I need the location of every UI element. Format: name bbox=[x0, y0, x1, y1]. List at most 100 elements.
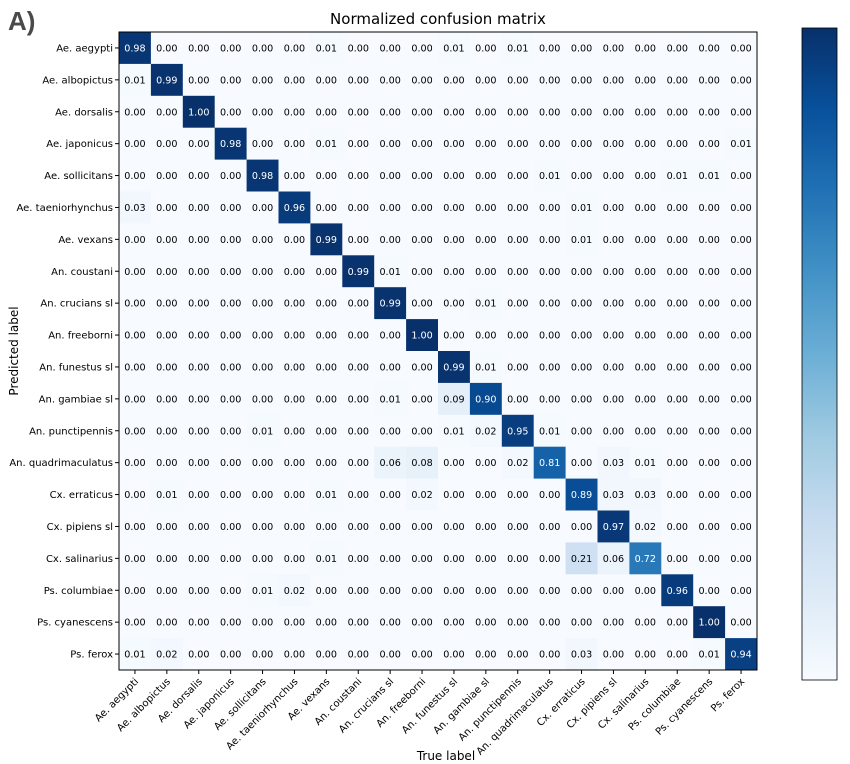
heatmap-cell bbox=[278, 382, 311, 416]
heatmap-cell bbox=[214, 255, 247, 288]
heatmap-cell bbox=[182, 95, 216, 129]
cell-value-label: 0.00 bbox=[284, 522, 305, 533]
heatmap-cell bbox=[533, 351, 566, 384]
cell-value-label: 0.00 bbox=[475, 650, 496, 661]
heatmap-cell bbox=[693, 606, 726, 639]
heatmap-cell bbox=[501, 223, 535, 256]
cell-value-label: 0.03 bbox=[124, 203, 145, 214]
cell-value-label: 0.00 bbox=[252, 554, 273, 565]
heatmap-cell bbox=[469, 351, 503, 384]
cell-value-label: 0.00 bbox=[730, 43, 751, 54]
heatmap-cell bbox=[533, 542, 566, 575]
cell-value-label: 0.00 bbox=[443, 299, 464, 310]
heatmap-cell bbox=[342, 414, 375, 448]
heatmap-cell bbox=[246, 319, 279, 352]
heatmap-cell bbox=[661, 542, 694, 575]
heatmap-cell bbox=[565, 478, 598, 511]
heatmap-cell bbox=[246, 542, 279, 575]
heatmap-cell bbox=[501, 414, 535, 448]
heatmap-cell bbox=[438, 63, 471, 97]
heatmap-cell bbox=[342, 63, 375, 97]
heatmap-cell bbox=[469, 382, 503, 416]
cell-value-label: 0.00 bbox=[730, 107, 751, 118]
cell-value-label: 0.00 bbox=[220, 426, 241, 437]
cell-value-label: 0.00 bbox=[220, 490, 241, 501]
heatmap-cell bbox=[310, 606, 343, 639]
heatmap-cell bbox=[661, 159, 694, 192]
cell-value-label: 0.00 bbox=[443, 107, 464, 118]
cell-value-label: 0.00 bbox=[316, 426, 337, 437]
heatmap-cell bbox=[469, 223, 503, 256]
cell-value-label: 0.00 bbox=[698, 107, 719, 118]
heatmap-cell bbox=[629, 287, 662, 320]
heatmap-cell bbox=[597, 510, 630, 543]
heatmap-cell bbox=[182, 638, 216, 671]
cell-value-label: 0.00 bbox=[220, 394, 241, 405]
cell-value-label: 0.00 bbox=[348, 235, 369, 246]
cell-value-label: 0.00 bbox=[443, 267, 464, 278]
heatmap-cell bbox=[501, 478, 535, 511]
heatmap-cell bbox=[693, 159, 726, 192]
cell-value-label: 0.00 bbox=[379, 490, 400, 501]
heatmap-cell bbox=[150, 191, 184, 224]
heatmap-cell bbox=[501, 638, 535, 671]
heatmap-cell bbox=[597, 542, 630, 575]
cell-value-label: 0.01 bbox=[379, 394, 400, 405]
cell-value-label: 0.00 bbox=[507, 267, 528, 278]
cell-value-label: 0.00 bbox=[220, 362, 241, 373]
cell-value-label: 0.00 bbox=[284, 107, 305, 118]
cell-value-label: 0.00 bbox=[539, 650, 560, 661]
heatmap-cell bbox=[246, 478, 279, 511]
heatmap-cell bbox=[374, 63, 407, 97]
heatmap-cell bbox=[629, 478, 662, 511]
heatmap-cell bbox=[278, 127, 311, 160]
cell-value-label: 0.00 bbox=[411, 75, 432, 86]
heatmap-cell bbox=[182, 606, 216, 639]
cell-value-label: 0.00 bbox=[698, 75, 719, 86]
cell-value-label: 1.00 bbox=[411, 331, 432, 342]
heatmap-cell bbox=[119, 414, 152, 448]
cell-value-label: 0.00 bbox=[284, 458, 305, 469]
heatmap-cell bbox=[342, 255, 375, 288]
heatmap-cell bbox=[565, 319, 598, 352]
cell-value-label: 0.00 bbox=[348, 75, 369, 86]
cell-value-label: 0.00 bbox=[124, 171, 145, 182]
heatmap-cell bbox=[693, 32, 726, 65]
cell-value-label: 0.81 bbox=[539, 458, 560, 469]
heatmap-cell bbox=[693, 127, 726, 160]
cell-value-label: 0.00 bbox=[603, 139, 624, 150]
cell-value-label: 0.00 bbox=[124, 426, 145, 437]
heatmap-cell bbox=[374, 574, 407, 607]
heatmap-cell bbox=[150, 63, 184, 97]
cell-value-label: 0.00 bbox=[698, 362, 719, 373]
heatmap-cell bbox=[182, 127, 216, 160]
heatmap-cell bbox=[374, 32, 407, 65]
heatmap-cell bbox=[406, 95, 439, 129]
cell-value-label: 0.00 bbox=[379, 171, 400, 182]
cell-value-label: 0.00 bbox=[348, 522, 369, 533]
cell-value-label: 0.01 bbox=[635, 458, 656, 469]
heatmap-cell bbox=[246, 191, 279, 224]
heatmap-cell bbox=[214, 32, 247, 65]
heatmap-cell bbox=[214, 63, 247, 97]
cell-value-label: 0.00 bbox=[188, 554, 209, 565]
heatmap-cell bbox=[374, 223, 407, 256]
heatmap-cell bbox=[438, 351, 471, 384]
cell-value-label: 0.00 bbox=[730, 362, 751, 373]
heatmap-cell bbox=[182, 191, 216, 224]
heatmap-cell bbox=[725, 63, 758, 97]
cell-value-label: 0.00 bbox=[539, 522, 560, 533]
cell-value-label: 0.00 bbox=[252, 203, 273, 214]
heatmap-cell bbox=[533, 478, 566, 511]
cell-value-label: 0.00 bbox=[220, 171, 241, 182]
heatmap-cell bbox=[501, 191, 535, 224]
cell-value-label: 0.00 bbox=[539, 75, 560, 86]
y-tick-label: Ae. dorsalis bbox=[55, 107, 113, 118]
heatmap-cell bbox=[501, 574, 535, 607]
heatmap-cell bbox=[438, 414, 471, 448]
heatmap-cell bbox=[725, 606, 758, 639]
cell-value-label: 0.98 bbox=[220, 139, 241, 150]
heatmap-cell bbox=[246, 606, 279, 639]
cell-value-label: 0.01 bbox=[698, 171, 719, 182]
heatmap-cell bbox=[246, 382, 279, 416]
